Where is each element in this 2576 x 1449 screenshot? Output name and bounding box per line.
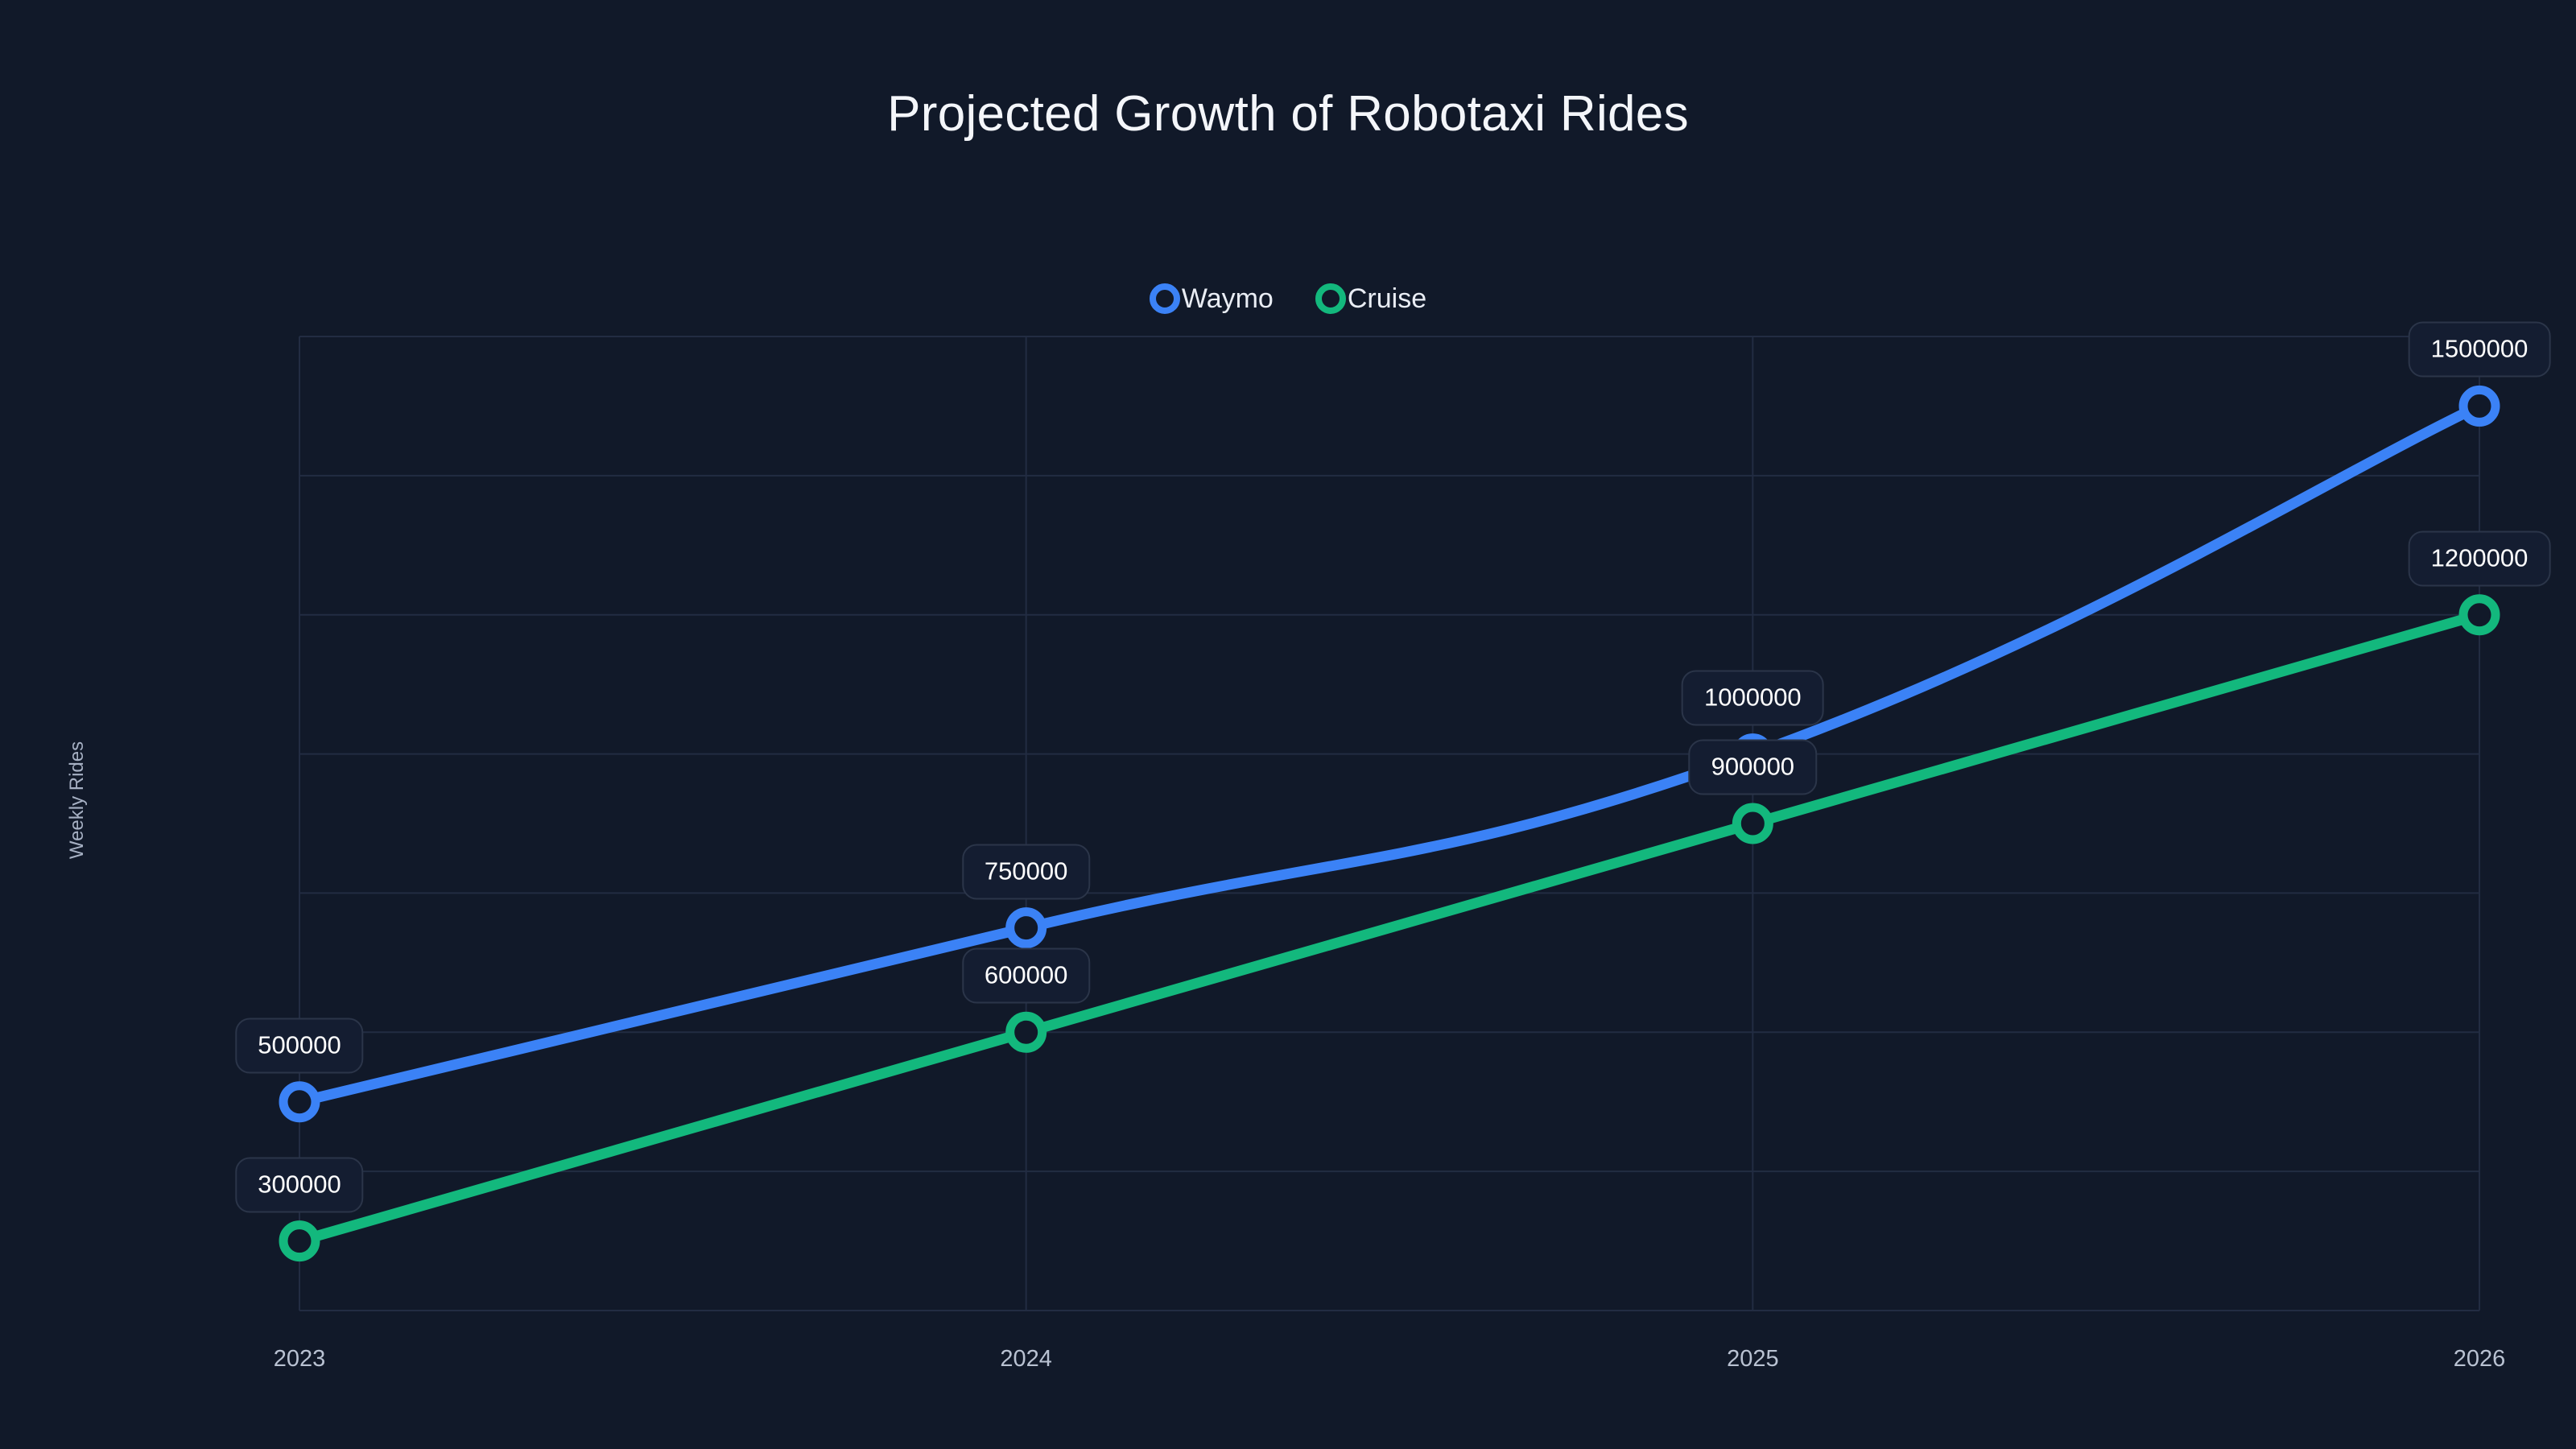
x-axis-tick-label: 2025 (1727, 1346, 1779, 1372)
data-point-label: 1000000 (1681, 670, 1824, 726)
data-point-label: 1500000 (2408, 321, 2551, 378)
data-point-marker (2458, 385, 2500, 427)
data-point-marker (1732, 803, 1773, 844)
data-point-label: 900000 (1688, 739, 1818, 795)
series-line-cruise (294, 609, 2485, 1247)
data-point-label: 500000 (235, 1018, 364, 1074)
data-point-marker (279, 1220, 320, 1262)
data-point-marker (1005, 907, 1047, 949)
x-axis-tick-label: 2023 (273, 1346, 326, 1372)
page-title: Projected Growth of Robotaxi Rides (887, 86, 1689, 142)
x-axis-tick-label: 2024 (1000, 1346, 1052, 1372)
data-point-marker (279, 1081, 320, 1123)
data-point-label: 750000 (961, 844, 1091, 900)
data-point-marker (2458, 594, 2500, 636)
data-point-label: 600000 (961, 947, 1091, 1004)
x-axis-tick-label: 2026 (2453, 1346, 2506, 1372)
series-line-waymo (294, 400, 2485, 1108)
data-point-label: 1200000 (2408, 530, 2551, 587)
data-point-marker (1005, 1011, 1047, 1053)
data-point-label: 300000 (235, 1157, 364, 1213)
